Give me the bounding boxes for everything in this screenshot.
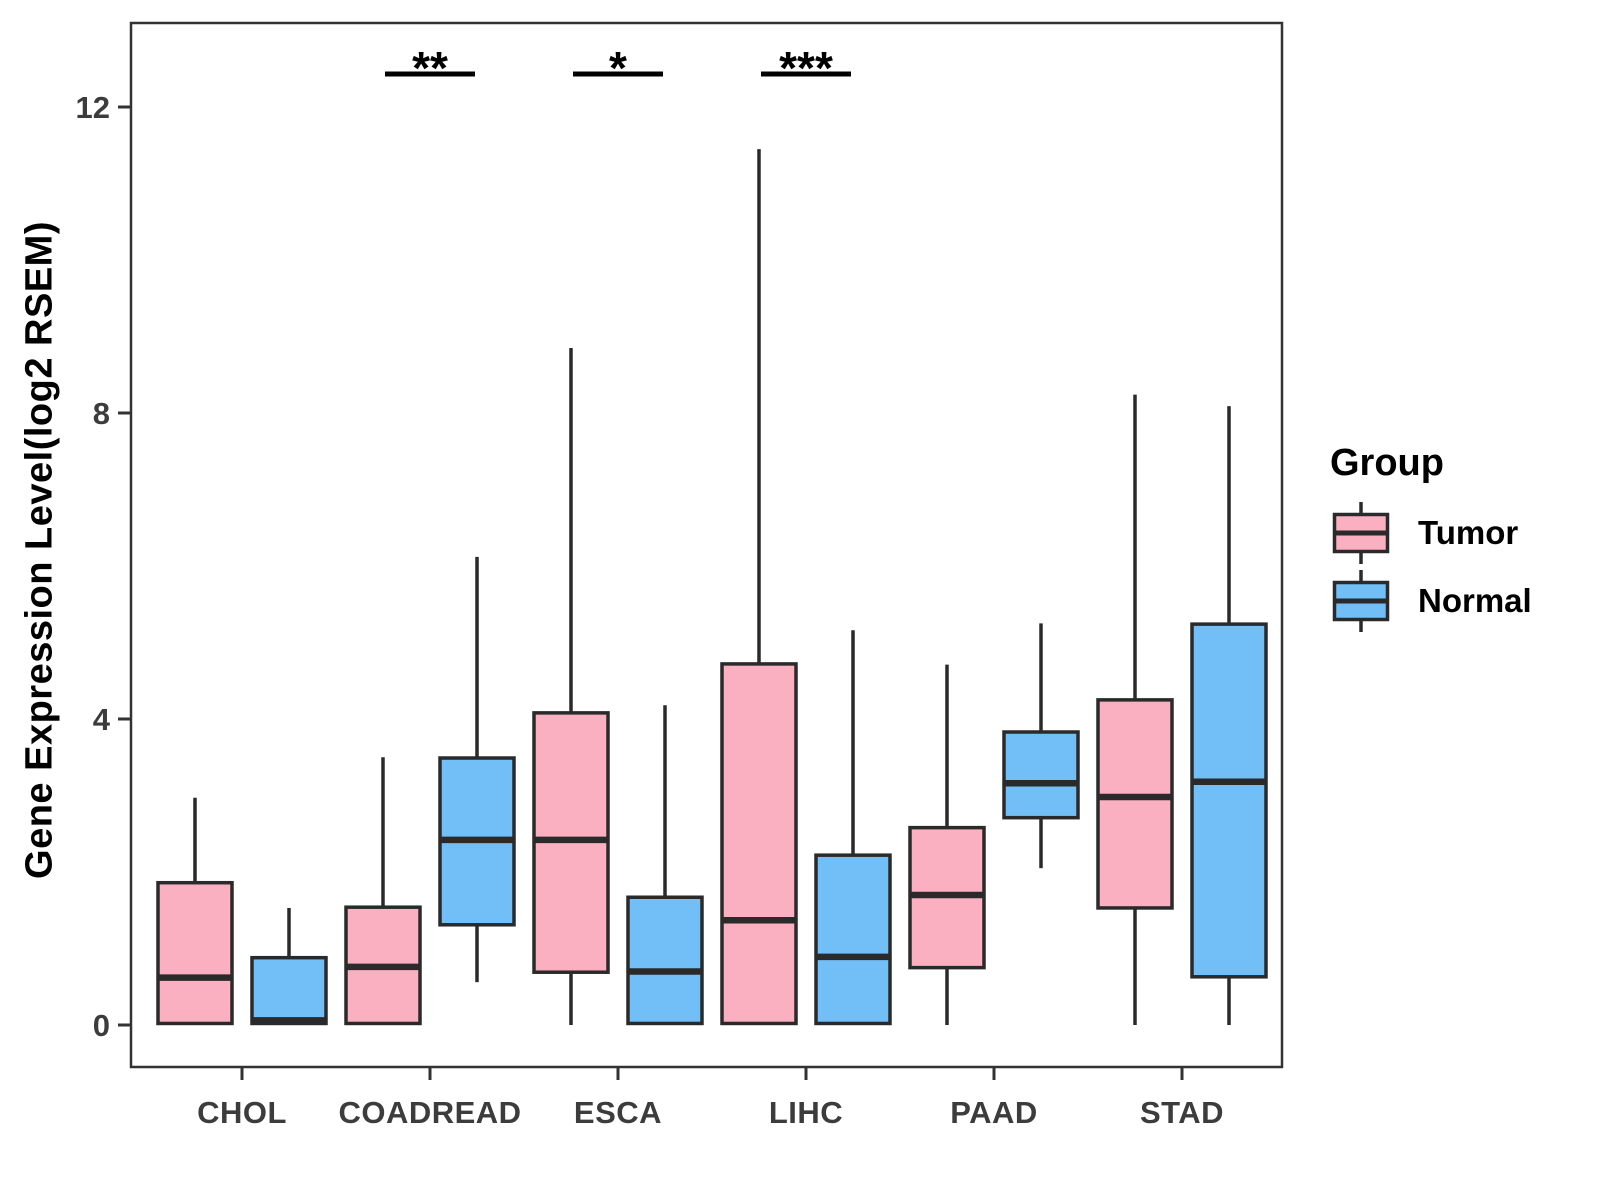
legend-label-normal: Normal [1418, 582, 1532, 619]
y-tick-label: 12 [76, 90, 110, 125]
legend-entries: Tumor Normal [1330, 502, 1590, 632]
x-tick-label-esca: ESCA [574, 1095, 662, 1130]
legend-key-normal-boxplot-icon [1332, 570, 1390, 632]
box-normal-chol [250, 955, 328, 1026]
legend-entry-normal: Normal [1330, 570, 1590, 632]
box-normal-esca [626, 895, 704, 1026]
legend-label-tumor: Tumor [1418, 514, 1519, 551]
box-tumor-stad [1096, 698, 1174, 910]
x-tick-label-chol: CHOL [197, 1095, 287, 1130]
x-tick-label-coadread: COADREAD [338, 1095, 521, 1130]
box-normal-stad [1190, 622, 1268, 979]
significance-label-esca: * [609, 42, 627, 94]
legend: Group Tumor Normal [1330, 442, 1590, 632]
plot-panel [129, 21, 1284, 1069]
legend-key-tumor-boxplot-icon [1332, 502, 1390, 564]
legend-title: Group [1330, 442, 1444, 484]
y-tick-label: 4 [93, 702, 111, 737]
x-tick-label-lihc: LIHC [769, 1095, 843, 1130]
significance-label-coadread: ** [412, 42, 448, 94]
x-tick-label-paad: PAAD [950, 1095, 1038, 1130]
y-axis-title: Gene Expression Level(log2 RSEM) [18, 221, 61, 879]
box-tumor-chol [156, 880, 234, 1026]
box-tumor-lihc [720, 662, 798, 1026]
x-tick-label-stad: STAD [1140, 1095, 1224, 1130]
y-tick-label: 8 [93, 396, 110, 431]
legend-entry-tumor: Tumor [1330, 502, 1590, 564]
box-normal-paad [1002, 730, 1080, 820]
box-normal-lihc [814, 853, 892, 1026]
y-tick-label: 0 [93, 1008, 110, 1043]
significance-label-lihc: *** [779, 42, 833, 94]
